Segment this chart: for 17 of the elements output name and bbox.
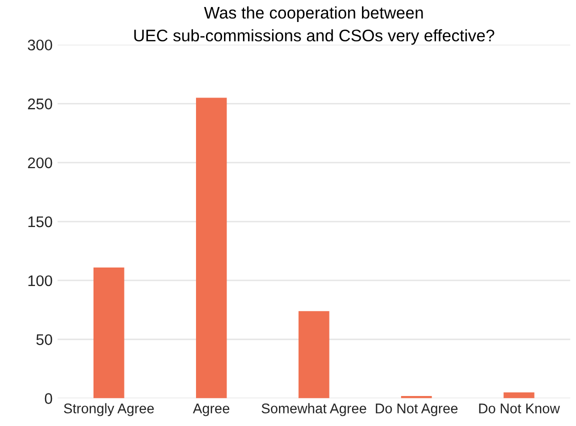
bar (196, 98, 227, 398)
x-tick-label: Somewhat Agree (262, 403, 366, 416)
y-tick-label: 0 (44, 393, 52, 404)
x-tick-label: Agree (192, 404, 230, 416)
y-tick-label: 250 (28, 98, 52, 110)
chart-title: Was the cooperation between UEC sub-commissions and CSOs very effective? (134, 6, 494, 45)
x-tick-label: Do Not Know (479, 404, 560, 414)
bar (504, 392, 534, 398)
x-tick-label: Strongly Agree (64, 403, 154, 416)
bar (93, 267, 124, 398)
bar (298, 311, 330, 398)
y-tick-label: 150 (28, 216, 52, 228)
y-tick-label: 100 (28, 275, 52, 286)
y-tick-label: 200 (28, 157, 52, 168)
y-tick-label: 50 (36, 334, 52, 346)
x-tick-label: Do Not Agree (376, 404, 458, 416)
y-tick-label: 300 (28, 40, 52, 50)
